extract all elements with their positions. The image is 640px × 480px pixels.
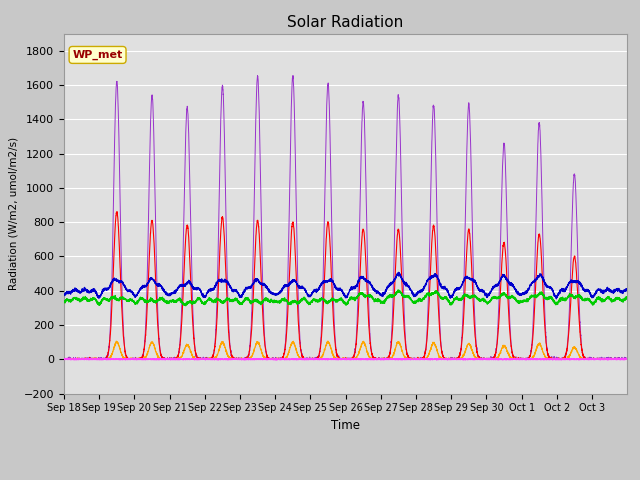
X-axis label: Time: Time — [331, 419, 360, 432]
Title: Solar Radiation: Solar Radiation — [287, 15, 404, 30]
Y-axis label: Radiation (W/m2, umol/m2/s): Radiation (W/m2, umol/m2/s) — [8, 137, 18, 290]
Text: WP_met: WP_met — [72, 50, 123, 60]
